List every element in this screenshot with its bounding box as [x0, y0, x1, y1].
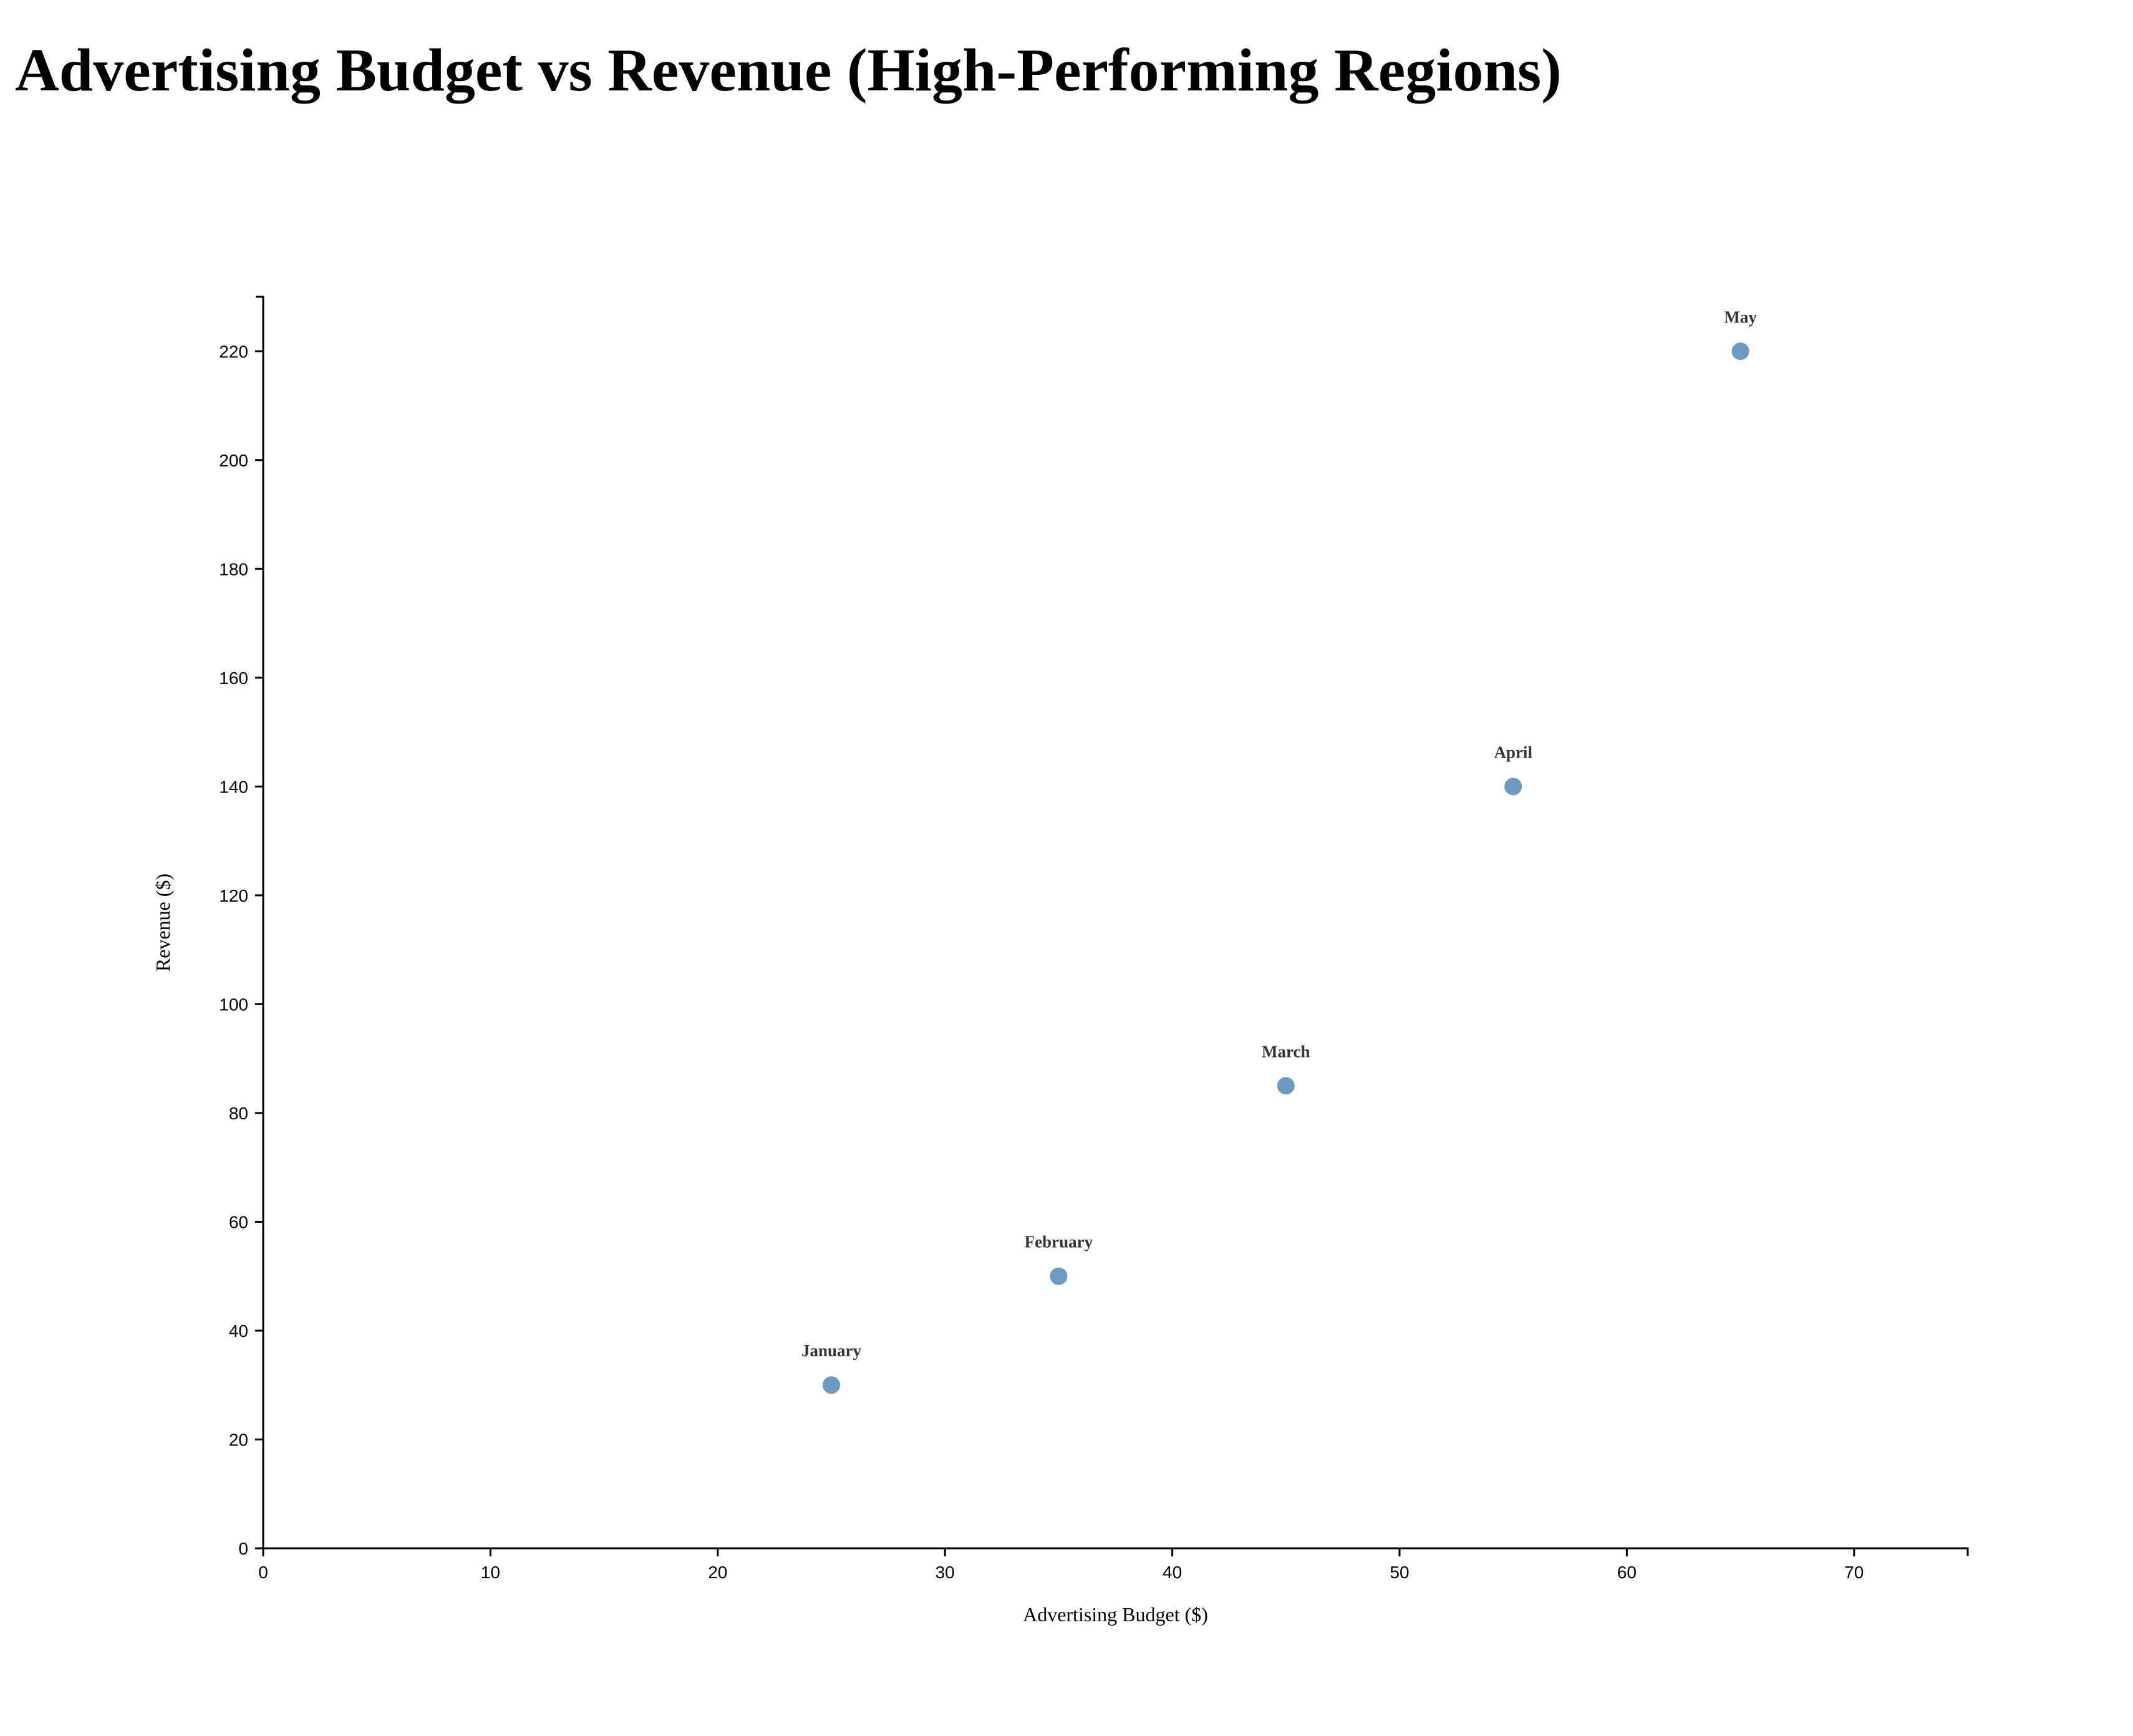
x-axis-title: Advertising Budget ($) [1023, 1603, 1208, 1626]
x-axis: 0 10 20 30 40 50 60 70 [258, 1547, 1969, 1582]
y-tick-label: 0 [238, 1539, 248, 1558]
y-axis: 0 20 40 60 80 100 120 140 160 180 200 220 [219, 296, 264, 1558]
data-point[interactable] [1731, 342, 1749, 360]
y-tick-label: 40 [229, 1321, 248, 1341]
y-tick-label: 180 [219, 559, 248, 579]
x-tick-label: 20 [708, 1563, 727, 1582]
x-axis-line [262, 1547, 1969, 1556]
x-tick-label: 30 [936, 1563, 955, 1582]
y-tick-label: 120 [219, 886, 248, 905]
data-point[interactable] [1277, 1077, 1295, 1095]
x-tick-label: 70 [1844, 1563, 1864, 1582]
data-point-label: February [1025, 1233, 1093, 1251]
data-point-label: May [1724, 307, 1757, 326]
x-tick-label: 60 [1617, 1563, 1637, 1582]
y-tick-label: 20 [229, 1430, 248, 1449]
y-tick-label: 220 [219, 342, 248, 361]
x-tick-label: 0 [258, 1563, 268, 1582]
points-layer: January February March April May [801, 307, 1757, 1394]
data-point-label: January [801, 1341, 862, 1360]
data-point[interactable] [823, 1376, 840, 1394]
y-axis-line [256, 296, 264, 1550]
y-tick-label: 160 [219, 668, 248, 688]
y-tick-label: 100 [219, 995, 248, 1014]
y-tick-label: 80 [229, 1104, 248, 1123]
data-point-label: March [1262, 1042, 1310, 1061]
y-tick-label: 140 [219, 777, 248, 796]
data-point-label: April [1494, 743, 1532, 761]
x-tick-label: 40 [1163, 1563, 1182, 1582]
x-tick-label: 10 [481, 1563, 500, 1582]
data-point[interactable] [1050, 1267, 1068, 1285]
data-point[interactable] [1504, 778, 1522, 796]
y-axis-title: Revenue ($) [152, 874, 174, 972]
x-tick-label: 50 [1390, 1563, 1409, 1582]
y-tick-label: 200 [219, 451, 248, 470]
page-title: Advertising Budget vs Revenue (High-Perf… [15, 37, 1562, 104]
y-tick-label: 60 [229, 1212, 248, 1232]
